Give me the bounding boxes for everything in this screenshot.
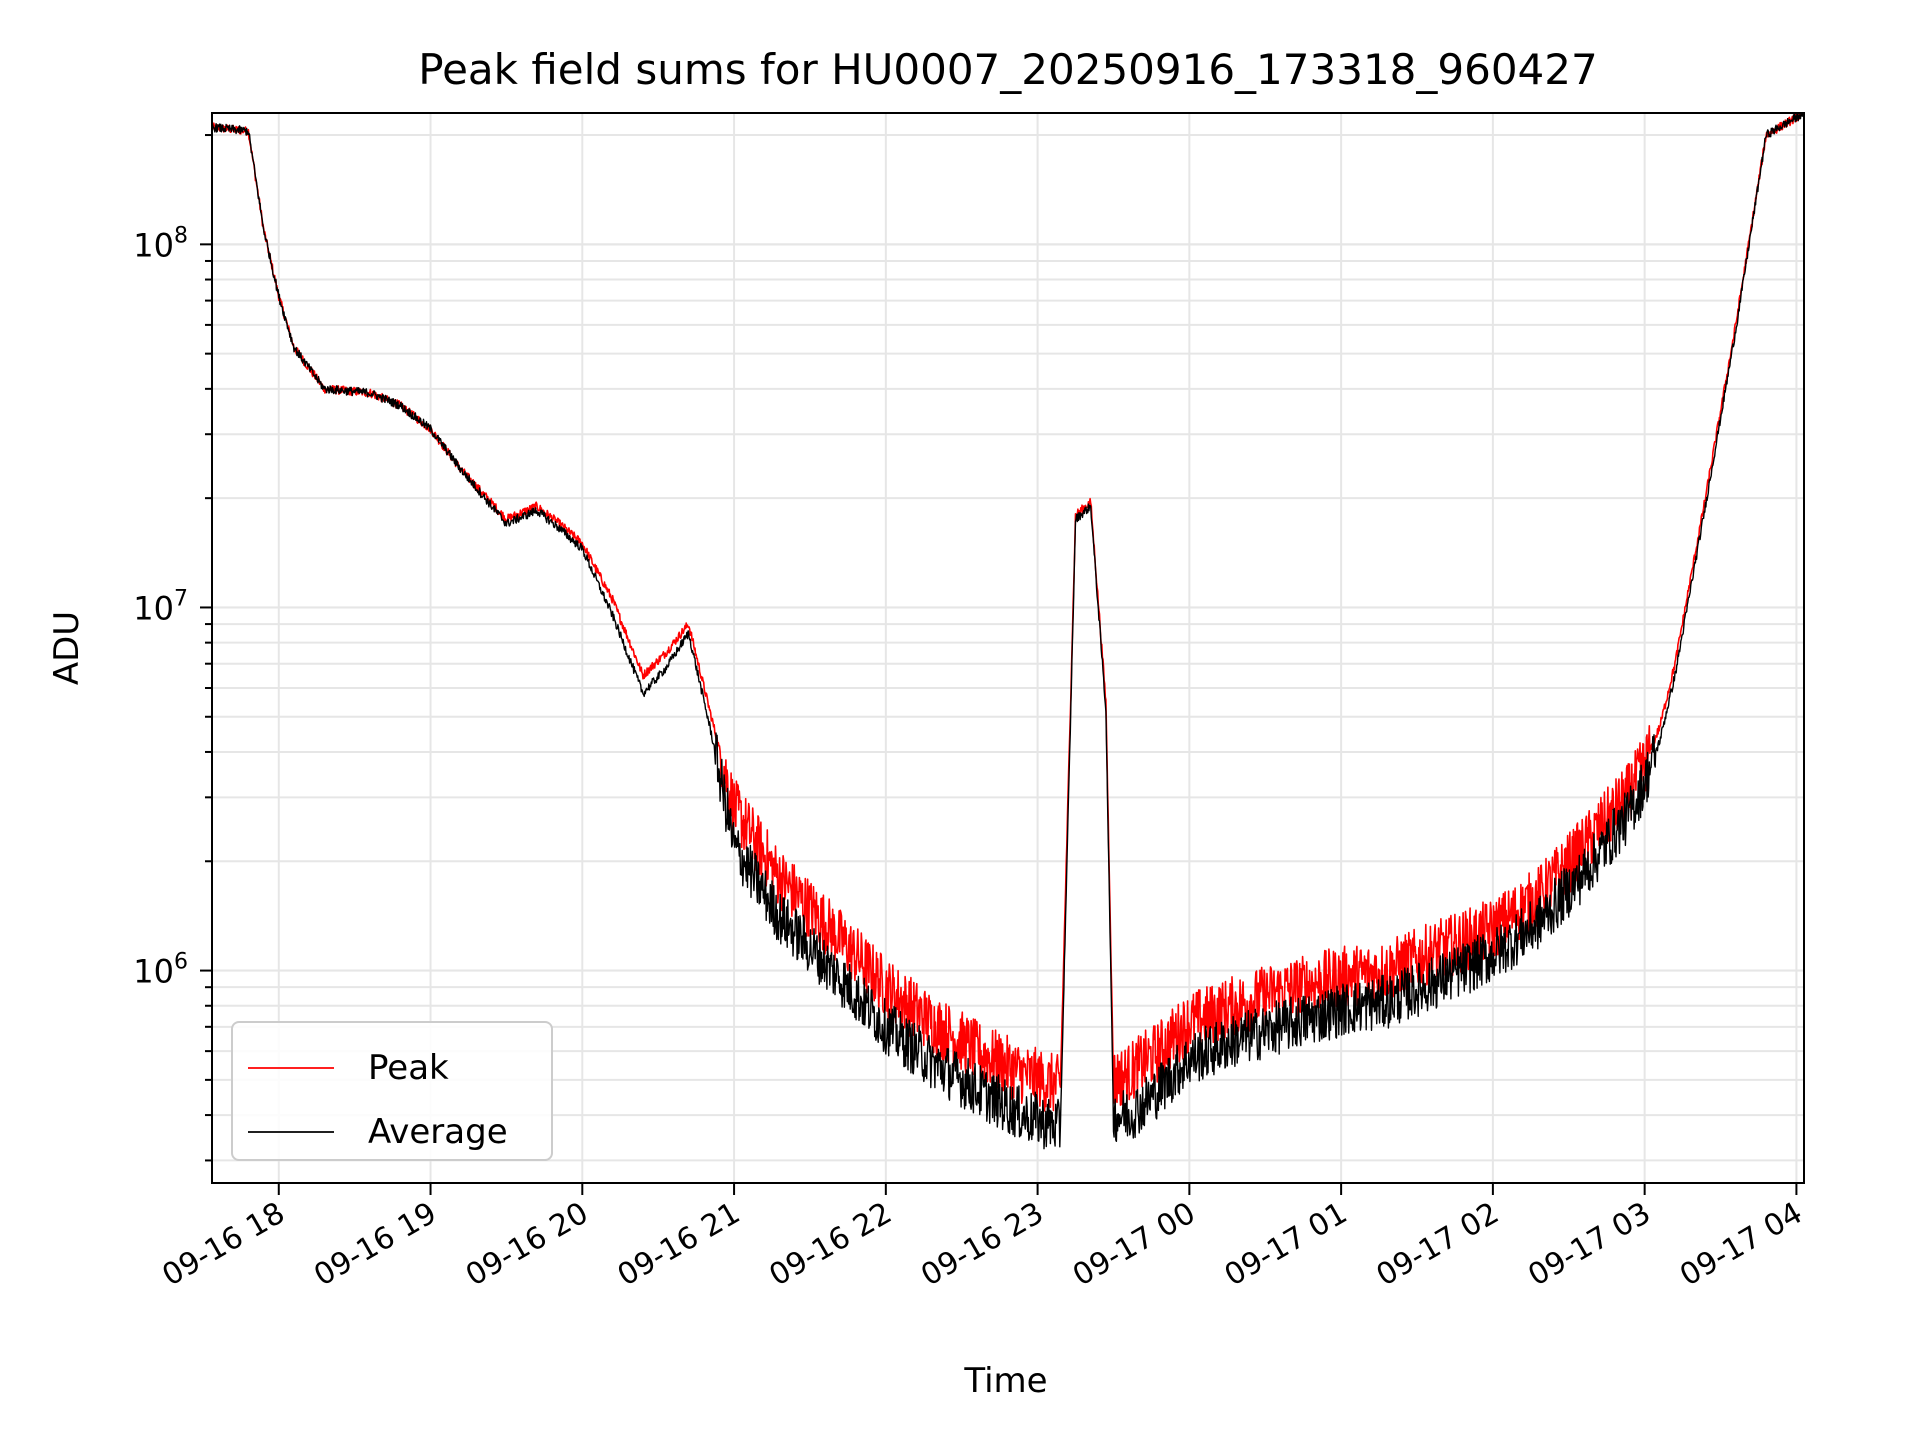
chart-title: Peak field sums for HU0007_20250916_1733… (418, 45, 1597, 94)
legend-label-average: Average (368, 1112, 508, 1152)
series-lines (212, 113, 1804, 1150)
legend-box (231, 1021, 553, 1161)
y-tick-label: 107 (133, 586, 188, 627)
plot-frame (211, 112, 1805, 1184)
series-line-average (212, 113, 1804, 1150)
legend: Peak Average (231, 1021, 553, 1161)
legend-label-peak: Peak (368, 1048, 449, 1088)
plot-area (212, 113, 1804, 1183)
y-tick-label: 108 (133, 223, 188, 264)
series-line-peak (212, 113, 1804, 1112)
y-tick-label: 106 (133, 950, 188, 991)
y-axis-label: ADU (47, 611, 87, 685)
x-axis-label: Time (963, 1361, 1047, 1401)
